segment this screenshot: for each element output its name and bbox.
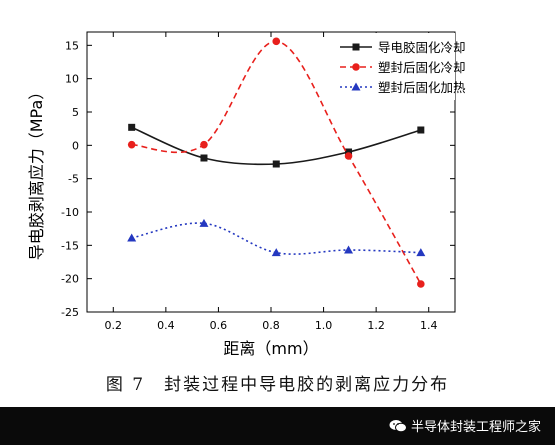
series-1	[128, 123, 425, 168]
wechat-icon	[389, 419, 407, 432]
y-tick-label: 0	[72, 139, 79, 152]
series-line	[131, 40, 422, 285]
x-tick-label: 1.2	[367, 319, 385, 332]
data-point	[344, 152, 353, 160]
data-point	[127, 233, 137, 242]
x-tick-label: 1.4	[420, 319, 438, 332]
y-tick-label: 5	[72, 106, 79, 119]
y-axis-label: 导电胶剥离应力（MPa）	[27, 84, 46, 261]
series-2	[127, 37, 425, 288]
data-point	[200, 154, 208, 162]
data-point	[272, 160, 280, 168]
x-tick-label: 0.4	[157, 319, 175, 332]
y-tick-label: 10	[65, 73, 79, 86]
legend-marker	[352, 63, 360, 71]
watermark-bar: 半导体封装工程师之家	[0, 407, 555, 445]
y-tick-label: -10	[61, 206, 79, 219]
series-3	[127, 218, 426, 257]
data-point	[271, 248, 281, 257]
chart: 0.2 0.4 0.6 0.8 1.0 1.2 1.4 -25 -20 -15 -10 -5 0 5 10 1…	[27, 31, 466, 358]
y-tick-label: -25	[61, 306, 79, 319]
y-tick-label: -20	[61, 273, 79, 286]
y-tick-label: -5	[68, 173, 79, 186]
data-point	[128, 123, 136, 131]
data-point	[127, 140, 136, 149]
x-axis-label: 距离（mm）	[223, 339, 318, 358]
figure-caption: 图 7 封装过程中导电胶的剥离应力分布	[105, 375, 450, 395]
data-point	[345, 148, 353, 156]
legend-marker	[352, 43, 360, 51]
data-point	[417, 280, 425, 288]
data-point	[200, 140, 208, 149]
x-tick-label: 0.8	[262, 319, 280, 332]
legend-marker	[351, 82, 361, 91]
data-point	[344, 245, 354, 254]
data-point	[416, 248, 426, 257]
data-point	[199, 218, 209, 227]
watermark-text: 半导体封装工程师之家	[410, 420, 541, 435]
y-tick-label: 15	[65, 39, 79, 52]
legend-label: 导电胶固化冷却	[378, 40, 466, 55]
legend-label: 塑封后固化冷却	[378, 60, 466, 75]
data-point	[272, 37, 281, 46]
y-tick-label: -15	[61, 239, 79, 252]
series-line	[131, 126, 422, 166]
data-point	[417, 126, 425, 134]
x-tick-label: 0.6	[210, 319, 228, 332]
watermark: 半导体封装工程师之家	[389, 416, 541, 435]
legend-label: 塑封后固化加热	[378, 80, 466, 95]
x-tick-label: 0.2	[105, 319, 123, 332]
x-tick-label: 1.0	[315, 319, 333, 332]
series-line	[131, 222, 421, 255]
